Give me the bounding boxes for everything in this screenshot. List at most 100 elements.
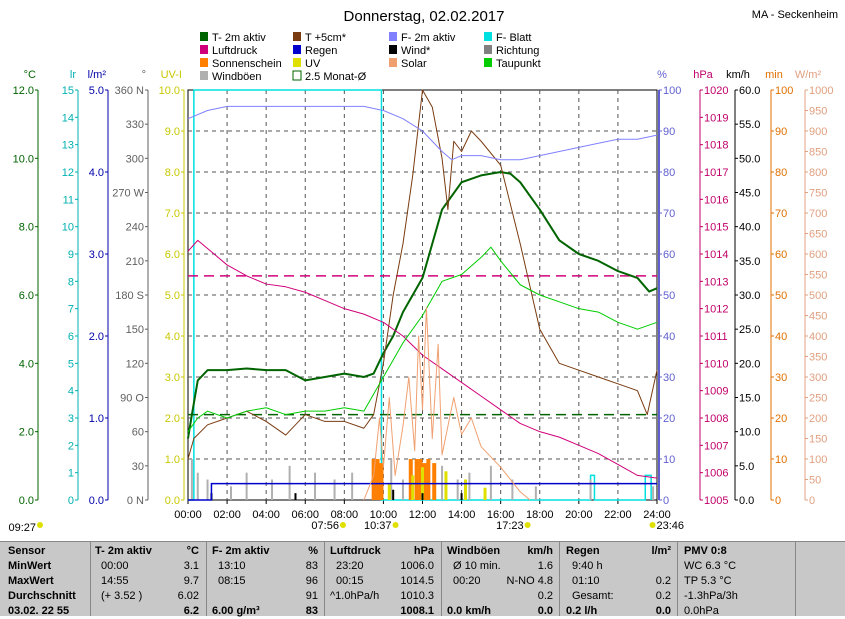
col-header: Regen [566, 545, 600, 557]
sun-marks: 09:27 07:56 10:37 17:23 23:46 [8, 520, 684, 534]
series-rain [188, 482, 657, 501]
summary-divider [441, 542, 442, 616]
series-line [187, 239, 658, 479]
axis-tick-label: 650 [809, 229, 827, 241]
axis-tick-label: 60 [775, 249, 787, 261]
sun-mark-label: 07:56 [311, 520, 339, 532]
axis-tick-label: 35.0 [739, 256, 760, 268]
axis-tick-label: 1014 [704, 249, 728, 261]
axis-tick-label: 60 [132, 427, 144, 439]
cell: ^1.0hPa/h [330, 590, 380, 602]
axis-tick-label: 400 [809, 331, 827, 343]
axis-tick-label: 12.0 [13, 85, 34, 97]
axis-tick-label: 40 [775, 331, 787, 343]
axis-tick-label: 180 S [115, 290, 144, 302]
axis-tick-label: 12 [62, 167, 74, 179]
axis-tick-label: 6.0 [165, 249, 180, 261]
cell: 83 [305, 605, 318, 617]
gust-bar [534, 486, 537, 500]
axis-tick-label: 10.0 [13, 153, 34, 165]
axis-tick-label: 800 [809, 167, 827, 179]
axis-unit: °C [24, 69, 36, 81]
sun-mark-icon [649, 522, 656, 528]
axis-tick-label: 120 [126, 358, 144, 370]
weather-chart: Donnerstag, 02.02.2017 MA - Seckenheim T… [8, 8, 838, 534]
axis-tick-label: 80 [775, 167, 787, 179]
axis-tick-label: 14 [62, 112, 74, 124]
axis-tick-label: 13 [62, 140, 74, 152]
legend-label: T +5cm* [305, 32, 347, 44]
summary-col-humidity: F- 2m aktiv% 13:10 83 08:15 96 91 6.00 g/m… [212, 544, 318, 619]
gust-bar [196, 472, 199, 500]
axis-tick-label: 1006 [704, 468, 728, 480]
cell: 00:15 [336, 575, 364, 587]
axis-tick-label: 3.0 [165, 372, 180, 384]
cell: 0.0 km/h [447, 605, 492, 617]
summary-divider [795, 542, 796, 616]
axis-tick-label: 20 [775, 413, 787, 425]
axis-tick-label: 30 [663, 372, 675, 384]
cell: 6.2 [183, 605, 199, 617]
axis-tick-label: 4.0 [89, 167, 104, 179]
axis-tick-label: 0.0 [739, 495, 754, 507]
summary-row-label: Durchschnitt [8, 590, 76, 602]
axis-unit: ° [142, 69, 146, 81]
axis-tick-label: 300 [809, 372, 827, 384]
axis-tick-label: 8.0 [165, 167, 180, 179]
x-tick-label: 10:00 [370, 509, 398, 521]
cell: Ø 10 min. [453, 560, 501, 572]
axis-tick-label: 850 [809, 147, 827, 159]
axis-unit: l/m² [88, 69, 107, 81]
x-tick-label: 24:00 [643, 509, 671, 521]
cell: 23:20 [336, 560, 364, 572]
cell: 01:10 [572, 575, 600, 587]
series-line [187, 171, 658, 439]
cell: 0.0 [655, 605, 671, 617]
axis-tick-label: 100 [663, 85, 681, 97]
series-f-blatt [188, 89, 652, 501]
cell: 83 [305, 560, 318, 572]
col-header: T- 2m aktiv [95, 545, 152, 557]
summary-col-gusts: Windböen km/h Ø 10 min. 1.6 00:20 N-NO 4.8 … [447, 544, 553, 619]
uv-bar [463, 479, 467, 500]
axis-tick-label: 50.0 [739, 153, 760, 165]
summary-col-rain: Regen l/m² 9:40 h 01:10 0.2 Gesamt: 0.2 0.2… [566, 544, 671, 619]
axis-tick-label: 9 [68, 249, 74, 261]
summary-col-temp: T- 2m aktiv °C 00:00 3.1 14:55 9.7 (+ 3.52 … [95, 544, 199, 619]
legend-label: Regen [305, 45, 337, 57]
wind-bar [392, 489, 395, 500]
gust-bar [456, 479, 459, 500]
axis-tick-label: 8 [68, 276, 74, 288]
legend-swatch [293, 45, 301, 54]
x-tick-label: 20:00 [565, 509, 593, 521]
summary-divider [677, 542, 678, 616]
axis-tick-label: 10 [663, 454, 675, 466]
cell: Gesamt: [572, 590, 614, 602]
plot-grid [187, 89, 658, 501]
axis-unit: km/h [726, 69, 750, 81]
axis-tick-label: 1020 [704, 85, 728, 97]
axis-tick-label: 1009 [704, 386, 728, 398]
axis-unit: W/m² [795, 69, 822, 81]
summary-header: Sensor [8, 545, 46, 557]
axis-tick-label: 550 [809, 270, 827, 282]
summary-divider [559, 542, 560, 616]
axis-tick-label: 1016 [704, 194, 728, 206]
gust-bar [190, 459, 193, 500]
cell: 1006.0 [400, 560, 434, 572]
cell: 14:55 [101, 575, 129, 587]
wind-bar [294, 493, 297, 500]
axis-tick-label: 70 [775, 208, 787, 220]
axis-tick-label: 6 [68, 331, 74, 343]
cell: TP 5.3 °C [684, 575, 732, 587]
col-unit: % [308, 545, 318, 557]
legend-swatch [389, 45, 397, 54]
series-line [363, 306, 531, 501]
axis-tick-label: 450 [809, 311, 827, 323]
axis-tick-label: 5.0 [89, 85, 104, 97]
x-tick-label: 22:00 [604, 509, 632, 521]
axis-tick-label: 250 [809, 393, 827, 405]
legend-swatch [484, 45, 492, 54]
axis-tick-label: 2.0 [89, 331, 104, 343]
gust-bar [589, 479, 592, 500]
